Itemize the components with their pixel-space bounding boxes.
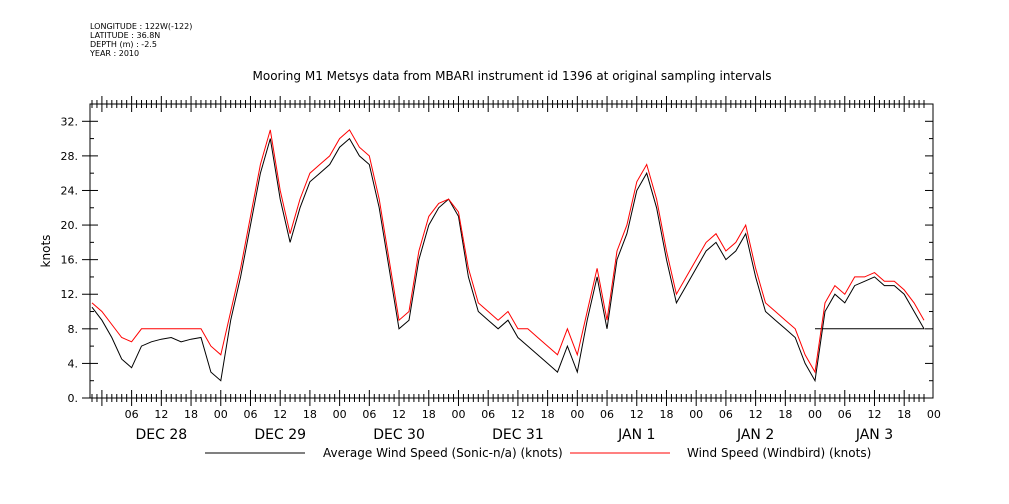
- y-tick-label: 4.: [68, 357, 79, 370]
- x-tick-label: 12: [273, 408, 287, 421]
- x-tick-label: 18: [422, 408, 436, 421]
- series-lines: [91, 129, 925, 383]
- x-tick-label: 18: [897, 408, 911, 421]
- y-tick-label: 24.: [61, 184, 79, 197]
- x-day-label: JAN 3: [855, 427, 893, 443]
- x-tick-label: 06: [481, 408, 495, 421]
- x-tick-label: 06: [600, 408, 614, 421]
- x-day-label: JAN 1: [617, 427, 655, 443]
- x-day-label: JAN 2: [736, 427, 774, 443]
- x-tick-label: 06: [243, 408, 257, 421]
- x-tick-label: 18: [659, 408, 673, 421]
- meta-longitude: LONGITUDE : 122W(-122): [90, 22, 193, 31]
- y-tick-label: 28.: [61, 150, 79, 163]
- x-tick-label: 00: [214, 408, 228, 421]
- x-tick-label: 00: [333, 408, 347, 421]
- x-day-label: DEC 29: [254, 427, 306, 443]
- plot-frame: [89, 103, 934, 399]
- x-day-label: DEC 28: [135, 427, 187, 443]
- axis-ticks: 0. 4. 8. 12. 16. 20. 24. 28. 32. 06 12 18 00 06 12 18 00…: [61, 96, 941, 443]
- y-tick-label: 0.: [68, 392, 79, 405]
- legend-label-windbird: Wind Speed (Windbird) (knots): [687, 446, 871, 460]
- x-tick-label: 00: [689, 408, 703, 421]
- x-tick-label: 12: [749, 408, 763, 421]
- x-tick-label: 12: [867, 408, 881, 421]
- x-tick-label: 18: [303, 408, 317, 421]
- x-tick-label: 06: [125, 408, 139, 421]
- x-tick-label: 06: [362, 408, 376, 421]
- x-tick-label: 00: [570, 408, 584, 421]
- y-axis-label: knots: [39, 235, 53, 268]
- x-tick-label: 18: [541, 408, 555, 421]
- x-tick-label: 00: [927, 408, 941, 421]
- y-tick-label: 16.: [61, 254, 79, 267]
- x-tick-label: 12: [630, 408, 644, 421]
- x-tick-label: 06: [838, 408, 852, 421]
- x-tick-label: 12: [154, 408, 168, 421]
- meta-depth: DEPTH (m) : -2.5: [90, 40, 157, 49]
- legend: Average Wind Speed (Sonic-n/a) (knots) W…: [205, 446, 871, 460]
- series-line-windbird-wind-speed: [91, 129, 925, 374]
- x-tick-label: 00: [451, 408, 465, 421]
- metadata-block: LONGITUDE : 122W(-122) LATITUDE : 36.8N …: [90, 22, 192, 58]
- x-tick-label: 18: [184, 408, 198, 421]
- legend-label-average: Average Wind Speed (Sonic-n/a) (knots): [323, 446, 563, 460]
- x-tick-label: 18: [778, 408, 792, 421]
- x-tick-label: 06: [719, 408, 733, 421]
- chart-title: Mooring M1 Metsys data from MBARI instru…: [253, 69, 772, 83]
- y-tick-label: 32.: [61, 115, 79, 128]
- y-tick-label: 8.: [68, 323, 79, 336]
- y-tick-label: 12.: [61, 288, 79, 301]
- meta-latitude: LATITUDE : 36.8N: [90, 31, 161, 40]
- y-tick-label: 20.: [61, 219, 79, 232]
- x-tick-label: 12: [511, 408, 525, 421]
- x-tick-label: 00: [808, 408, 822, 421]
- meta-year: YEAR : 2010: [90, 49, 140, 58]
- x-day-label: DEC 31: [492, 427, 544, 443]
- series-line-average-wind-speed: [91, 137, 925, 383]
- x-day-label: DEC 30: [373, 427, 425, 443]
- x-tick-label: 12: [392, 408, 406, 421]
